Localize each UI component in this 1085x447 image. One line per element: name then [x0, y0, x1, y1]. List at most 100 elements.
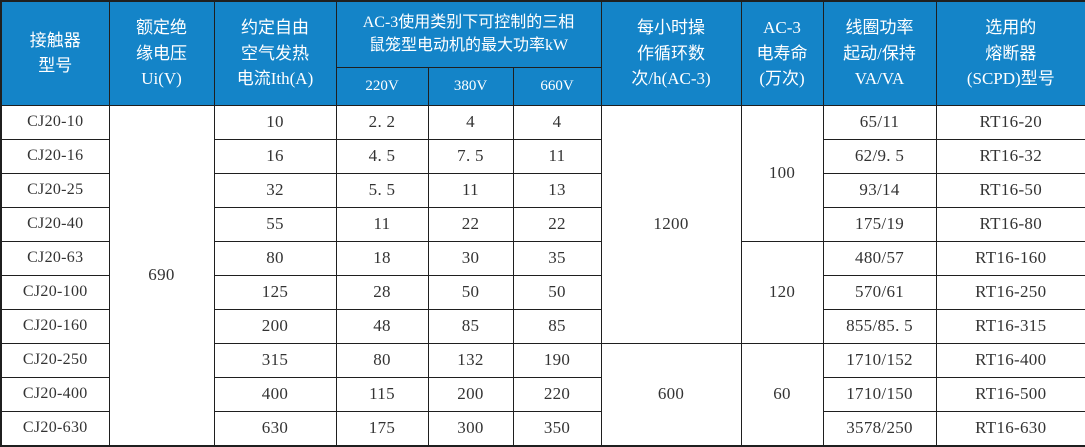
cell-kw-380: 4: [427, 104, 514, 140]
cell-fuse: RT16-160: [935, 240, 1085, 276]
cell-ith: 80: [213, 240, 337, 276]
cell-kw-380: 22: [427, 206, 514, 242]
table-row: CJ20-250 315 80 132 190 600 60 1710/152 …: [0, 342, 1085, 446]
cell-coil: 62/9. 5: [822, 138, 937, 174]
header-ith: 约定自由 空气发热 电流Ith(A): [213, 0, 337, 106]
cell-kw-660: 85: [512, 308, 602, 344]
cell-ith: 125: [213, 274, 337, 310]
cell-coil: 65/11: [822, 104, 937, 140]
cell-life-span: 100: [740, 104, 824, 242]
cell-kw-660: 190: [512, 342, 602, 378]
cell-model: CJ20-63: [0, 240, 110, 276]
cell-fuse: RT16-250: [935, 274, 1085, 310]
header-life: AC-3 电寿命 (万次): [740, 0, 824, 106]
cell-fuse: RT16-315: [935, 308, 1085, 344]
table-row: CJ20-100 125 28 50 50 570/61 RT16-250: [0, 274, 1085, 310]
cell-ith: 315: [213, 342, 337, 378]
cell-coil: 1710/150: [822, 376, 937, 412]
header-model: 接触器 型号: [0, 0, 110, 106]
cell-model: CJ20-40: [0, 206, 110, 242]
table-row: CJ20-10 690 10 2. 2 4 4 1200 100 65/11 R…: [0, 104, 1085, 446]
cell-kw-380: 300: [427, 410, 514, 446]
cell-ith: 200: [213, 308, 337, 344]
cell-kw-380: 11: [427, 172, 514, 208]
cell-ith: 10: [213, 104, 337, 140]
cell-coil: 175/19: [822, 206, 937, 242]
cell-fuse: RT16-50: [935, 172, 1085, 208]
header-220v: 220V: [335, 66, 429, 106]
table-header: 接触器 型号 额定绝 缘电压 Ui(V) 约定自由 空气发热 电流Ith(A) …: [0, 0, 1085, 106]
cell-ith: 400: [213, 376, 337, 412]
cell-model: CJ20-10: [0, 104, 110, 140]
cell-model: CJ20-630: [0, 410, 110, 446]
cell-ith: 32: [213, 172, 337, 208]
cell-model: CJ20-16: [0, 138, 110, 174]
cell-fuse: RT16-630: [935, 410, 1085, 446]
cell-kw-660: 11: [512, 138, 602, 174]
cell-fuse: RT16-400: [935, 342, 1085, 378]
cell-kw-660: 350: [512, 410, 602, 446]
table-row: CJ20-40 55 11 22 22 175/19 RT16-80: [0, 206, 1085, 242]
cell-fuse: RT16-32: [935, 138, 1085, 174]
cell-kw-660: 50: [512, 274, 602, 310]
cell-kw-380: 85: [427, 308, 514, 344]
cell-kw-660: 220: [512, 376, 602, 412]
cell-kw-660: 22: [512, 206, 602, 242]
cell-model: CJ20-100: [0, 274, 110, 310]
cell-ith: 630: [213, 410, 337, 446]
header-380v: 380V: [427, 66, 514, 106]
header-fuse: 选用的 熔断器 (SCPD)型号: [935, 0, 1085, 106]
cell-kw-220: 175: [335, 410, 429, 446]
cell-kw-660: 4: [512, 104, 602, 140]
header-ui: 额定绝 缘电压 Ui(V): [108, 0, 215, 106]
cell-kw-660: 35: [512, 240, 602, 276]
cell-cycles-span: 1200: [600, 104, 742, 344]
header-cycles: 每小时操 作循环数 次/h(AC-3): [600, 0, 742, 106]
cell-kw-380: 7. 5: [427, 138, 514, 174]
header-row-2: 220V 380V 660V: [1, 66, 1085, 106]
cell-model: CJ20-160: [0, 308, 110, 344]
cell-ith: 16: [213, 138, 337, 174]
table-row: CJ20-400 400 115 200 220 1710/150 RT16-5…: [0, 376, 1085, 412]
cell-kw-380: 50: [427, 274, 514, 310]
header-660v: 660V: [512, 66, 602, 106]
cell-life-span: 120: [740, 240, 824, 344]
cell-coil: 855/85. 5: [822, 308, 937, 344]
cell-fuse: RT16-500: [935, 376, 1085, 412]
table-body: CJ20-10 690 10 2. 2 4 4 1200 100 65/11 R…: [0, 104, 1085, 446]
header-row-1: 接触器 型号 额定绝 缘电压 Ui(V) 约定自由 空气发热 电流Ith(A) …: [0, 0, 1085, 106]
cell-ui-span: 690: [108, 104, 215, 446]
cell-coil: 570/61: [822, 274, 937, 310]
header-coil: 线圈功率 起动/保持 VA/VA: [822, 0, 937, 106]
cell-coil: 3578/250: [822, 410, 937, 446]
cell-fuse: RT16-20: [935, 104, 1085, 140]
cell-coil: 480/57: [822, 240, 937, 276]
cell-coil: 1710/152: [822, 342, 937, 378]
cell-kw-220: 5. 5: [335, 172, 429, 208]
cell-ith: 55: [213, 206, 337, 242]
cell-kw-660: 13: [512, 172, 602, 208]
cell-cycles-span: 600: [600, 342, 742, 446]
cell-model: CJ20-400: [0, 376, 110, 412]
table-row: CJ20-25 32 5. 5 11 13 93/14 RT16-50: [0, 172, 1085, 208]
cell-model: CJ20-25: [0, 172, 110, 208]
cell-kw-220: 48: [335, 308, 429, 344]
cell-life-span: 60: [740, 342, 824, 446]
cell-kw-380: 200: [427, 376, 514, 412]
cell-fuse: RT16-80: [935, 206, 1085, 242]
cell-model: CJ20-250: [0, 342, 110, 378]
cell-kw-220: 115: [335, 376, 429, 412]
cell-kw-220: 18: [335, 240, 429, 276]
cell-kw-220: 28: [335, 274, 429, 310]
table-row: CJ20-16 16 4. 5 7. 5 11 62/9. 5 RT16-32: [0, 138, 1085, 174]
cell-kw-220: 4. 5: [335, 138, 429, 174]
table-row: CJ20-160 200 48 85 85 855/85. 5 RT16-315: [0, 308, 1085, 344]
cell-kw-380: 132: [427, 342, 514, 378]
cell-kw-220: 11: [335, 206, 429, 242]
cell-kw-220: 2. 2: [335, 104, 429, 140]
cell-kw-380: 30: [427, 240, 514, 276]
cell-kw-220: 80: [335, 342, 429, 378]
header-ac3-power: AC-3使用类别下可控制的三相 鼠笼型电动机的最大功率kW: [335, 0, 602, 68]
